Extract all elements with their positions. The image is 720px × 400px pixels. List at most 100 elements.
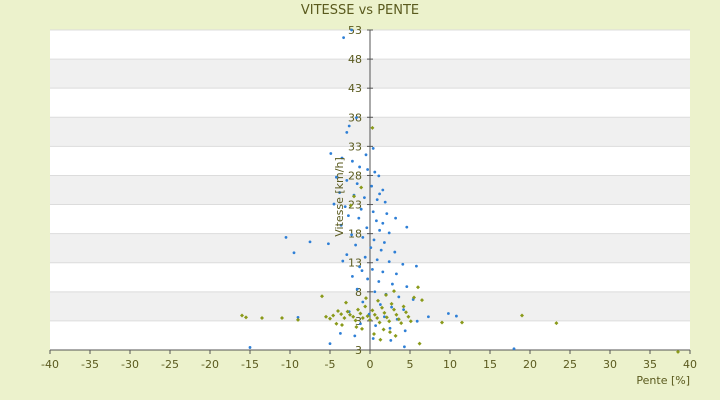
data-point-series-2 [359, 185, 364, 190]
data-point-series-1 [340, 156, 344, 160]
data-point-series-1 [381, 188, 385, 192]
data-point-series-1 [387, 260, 391, 264]
y-tick-label: 3 [355, 315, 362, 328]
y-tick-label: 48 [348, 53, 362, 66]
y-tick-label: 3 [355, 344, 362, 357]
data-point-series-1 [361, 235, 365, 239]
data-point-series-2 [412, 295, 416, 300]
y-tick-label: 38 [348, 111, 362, 124]
data-point-series-2 [280, 316, 284, 320]
y-tick-label: 43 [348, 82, 362, 95]
data-point-series-1 [369, 246, 373, 250]
data-point-series-1 [355, 116, 358, 120]
data-point-series-2 [382, 310, 387, 315]
data-point-series-1 [455, 314, 458, 318]
data-point-series-1 [367, 312, 371, 316]
data-point-series-2 [370, 308, 375, 313]
data-point-series-2 [370, 125, 375, 130]
data-point-series-2 [360, 326, 364, 331]
data-point-series-2 [388, 330, 392, 335]
data-point-series-1 [381, 270, 385, 274]
data-point-series-1 [361, 300, 365, 304]
data-point-series-1 [347, 214, 350, 218]
data-point-series-1 [373, 170, 377, 174]
x-tick-label: 25 [563, 358, 577, 371]
data-point-series-2 [378, 337, 383, 342]
data-point-series-2 [320, 294, 324, 299]
data-point-series-2 [344, 300, 348, 305]
data-point-series-1 [350, 233, 353, 237]
data-point-series-1 [370, 184, 373, 188]
data-point-series-2 [244, 315, 248, 320]
x-tick-label: 15 [483, 358, 497, 371]
x-tick-label: 5 [407, 358, 414, 371]
data-point-series-1 [328, 342, 332, 345]
data-point-series-1 [355, 182, 359, 186]
data-point-series-2 [384, 292, 388, 297]
data-point-series-2 [389, 301, 394, 306]
data-point-series-2 [460, 320, 464, 325]
data-point-series-1 [379, 303, 382, 306]
data-point-series-2 [401, 304, 406, 309]
data-point-series-2 [336, 308, 340, 313]
data-point-series-2 [342, 316, 347, 320]
data-point-series-2 [393, 333, 398, 338]
y-tick-label: 8 [355, 286, 362, 299]
data-point-series-2 [381, 327, 386, 332]
x-tick-label: -25 [161, 358, 179, 371]
data-point-series-1 [296, 315, 300, 319]
data-point-series-1 [393, 250, 397, 254]
data-point-series-2 [260, 316, 264, 320]
x-tick-label: 10 [443, 358, 457, 371]
data-point-series-2 [554, 321, 559, 326]
y-tick-label: 23 [348, 199, 362, 212]
data-point-series-2 [363, 304, 368, 309]
data-point-series-1 [372, 238, 376, 242]
data-point-series-1 [377, 280, 381, 283]
x-tick-label: -20 [201, 358, 219, 371]
data-point-series-1 [415, 264, 418, 268]
chart-title: VITESSE vs PENTE [301, 3, 419, 18]
y-tick-label: 18 [348, 228, 362, 241]
data-point-series-1 [329, 152, 333, 155]
data-point-series-2 [296, 317, 300, 322]
data-point-series-1 [345, 179, 349, 182]
data-point-series-2 [334, 321, 339, 326]
data-point-series-1 [371, 147, 375, 150]
data-point-series-2 [387, 319, 392, 324]
data-point-series-1 [335, 175, 338, 179]
x-tick-label: -30 [121, 358, 139, 371]
data-point-series-2 [676, 349, 680, 354]
data-point-series-1 [359, 207, 363, 211]
data-point-series-1 [447, 312, 450, 315]
x-tick-label: 20 [523, 358, 537, 371]
data-point-series-1 [387, 231, 391, 235]
data-point-series-2 [356, 307, 360, 312]
data-point-series-2 [375, 316, 380, 320]
data-point-series-2 [394, 312, 399, 317]
data-point-series-1 [385, 212, 389, 216]
data-point-series-1 [351, 275, 354, 278]
data-point-series-1 [355, 287, 359, 291]
data-point-series-2 [331, 313, 336, 318]
data-point-series-1 [308, 240, 312, 244]
data-point-series-1 [358, 165, 361, 169]
data-point-series-1 [365, 226, 369, 230]
data-points [240, 28, 680, 354]
data-point-series-1 [345, 131, 349, 134]
data-point-series-1 [390, 305, 393, 309]
data-point-series-1 [345, 253, 349, 257]
data-point-series-1 [358, 265, 361, 269]
data-point-series-2 [324, 314, 328, 319]
data-point-series-2 [351, 314, 356, 319]
data-point-series-1 [366, 277, 369, 281]
data-point-series-2 [396, 317, 401, 322]
data-point-series-1 [395, 272, 398, 276]
data-point-series-2 [368, 317, 372, 322]
data-point-series-1 [401, 262, 405, 266]
y-tick-label: 33 [348, 140, 362, 153]
data-point-series-1 [343, 205, 347, 209]
x-tick-label: -10 [281, 358, 299, 371]
data-point-series-1 [373, 290, 377, 294]
data-point-series-1 [379, 248, 383, 252]
